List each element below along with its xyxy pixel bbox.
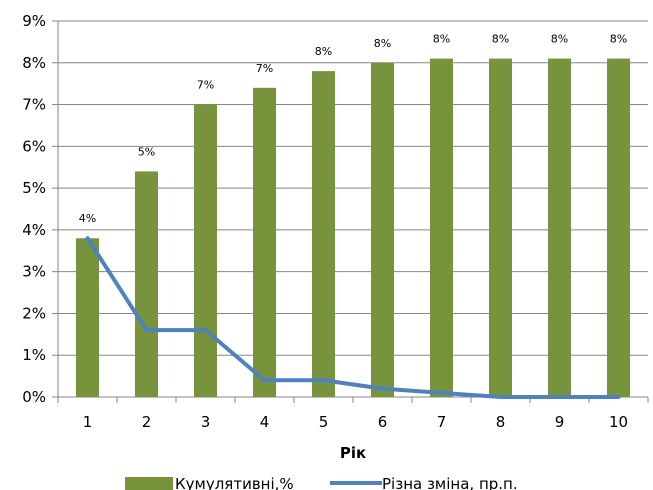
- x-tick-label: 3: [201, 413, 211, 431]
- x-tick-label: 10: [609, 413, 628, 431]
- x-tick-label: 1: [83, 413, 93, 431]
- y-tick-label: 9%: [22, 12, 46, 30]
- bar: [194, 104, 217, 398]
- bar: [430, 58, 453, 397]
- x-tick-label: 4: [260, 413, 270, 431]
- y-tick-label: 0%: [22, 388, 46, 406]
- bar: [489, 58, 512, 397]
- axis-layer: 0% 1% 2% 3% 4% 5% 6% 7% 8% 9% 1 2 3 4 5 6 7 8 9 10: [22, 12, 649, 431]
- bar-data-label: 8%: [551, 33, 568, 46]
- bar: [371, 62, 394, 398]
- legend-label-bar: Кумулятивні,%: [175, 475, 294, 490]
- label-layer: 4% 5% 7% 7% 8% 8% 8% 8% 8% 8%: [79, 33, 627, 226]
- bar-data-label: 7%: [256, 62, 273, 75]
- line-layer: [85, 236, 621, 399]
- bar: [312, 71, 335, 397]
- bar: [607, 58, 630, 397]
- bar-data-label: 4%: [79, 212, 96, 225]
- y-tick-label: 3%: [22, 263, 46, 281]
- bar-data-label: 8%: [433, 33, 450, 46]
- bar: [76, 238, 99, 397]
- line-series: [85, 236, 621, 399]
- y-tick-label: 5%: [22, 179, 46, 197]
- bar-data-label: 8%: [610, 33, 627, 46]
- bar-data-label: 8%: [492, 33, 509, 46]
- legend: Кумулятивні,% Різна зміна, пр.п.: [125, 475, 518, 490]
- x-tick-label: 9: [555, 413, 565, 431]
- bar-data-label: 7%: [197, 79, 214, 92]
- x-tick-label: 2: [142, 413, 152, 431]
- bar: [548, 58, 571, 397]
- x-tick-label: 7: [437, 413, 447, 431]
- bar: [135, 171, 158, 397]
- x-tick-label: 8: [496, 413, 506, 431]
- bar-data-label: 8%: [374, 37, 391, 50]
- y-tick-label: 6%: [22, 137, 46, 155]
- x-tick-label: 6: [378, 413, 388, 431]
- y-tick-label: 4%: [22, 221, 46, 239]
- y-tick-label: 2%: [22, 304, 46, 322]
- bar: [253, 87, 276, 397]
- bar-layer: [76, 58, 630, 398]
- legend-swatch-bar: [125, 477, 173, 490]
- legend-label-line: Різна зміна, пр.п.: [382, 475, 518, 490]
- x-axis-title: Рік: [340, 444, 366, 462]
- bar-data-label: 8%: [315, 45, 332, 58]
- bar-data-label: 5%: [138, 145, 155, 158]
- y-tick-label: 1%: [22, 346, 46, 364]
- x-tick-label: 5: [319, 413, 329, 431]
- y-tick-label: 7%: [22, 96, 46, 114]
- y-tick-label: 8%: [22, 54, 46, 72]
